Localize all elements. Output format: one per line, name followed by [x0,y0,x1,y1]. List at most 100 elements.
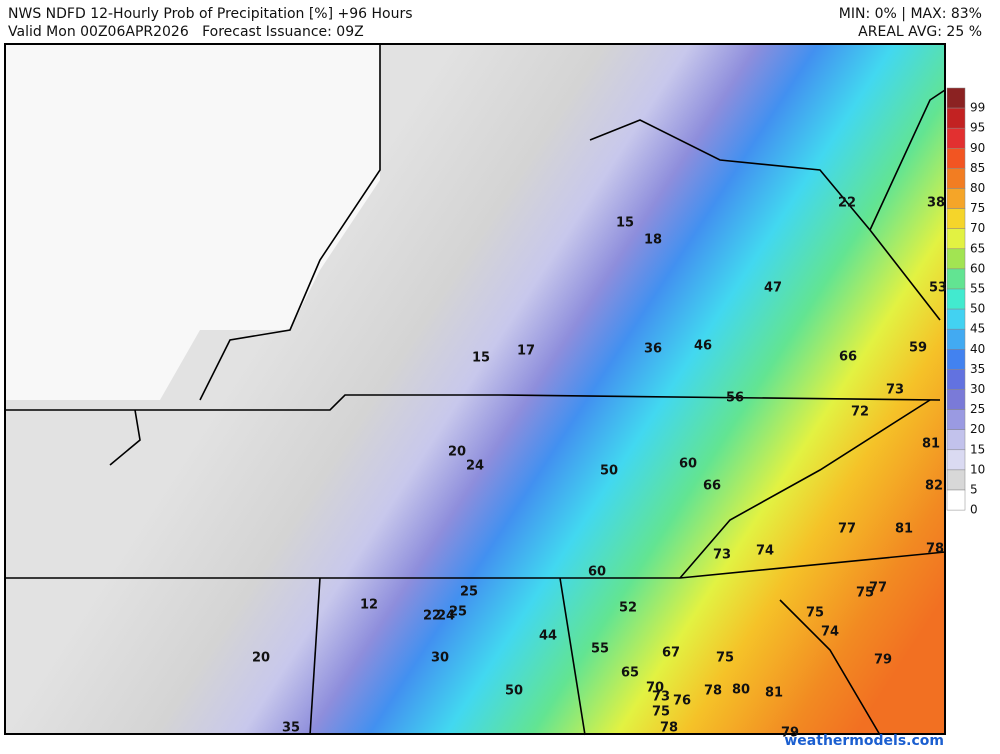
map-title: NWS NDFD 12-Hourly Prob of Precipitation… [8,6,413,22]
map-value-label: 35 [282,721,300,736]
map-value-label: 75 [806,606,824,621]
map-value-label: 76 [673,694,691,709]
map-value-label: 73 [713,548,731,563]
map-value-label: 56 [726,391,744,406]
legend-swatch [946,449,966,471]
map-value-label: 59 [909,341,927,356]
map-value-label: 53 [929,281,947,296]
map-value-label: 44 [539,629,557,644]
map-value-label: 22 [838,196,856,211]
legend-label: 55 [970,282,985,296]
legend-swatch [946,409,966,430]
legend-label: 75 [970,201,985,215]
map-value-label: 22 [423,609,441,624]
map-value-label: 15 [472,351,490,366]
map-value-label: 74 [821,625,839,640]
map-value-label: 24 [437,609,455,624]
watermark: weathermodels.com [784,733,944,749]
legend-label: 70 [970,221,985,235]
legend-swatch [946,148,966,169]
map-value-label: 78 [660,721,678,736]
map-value-label: 72 [851,405,869,420]
map-value-label: 77 [838,522,856,537]
legend-swatch [946,208,966,229]
legend-label: 60 [970,261,985,275]
map-value-label: 74 [756,544,774,559]
map-value-label: 81 [922,437,940,452]
legend-label: 90 [970,141,985,155]
legend-swatch [946,349,966,370]
low-pop-area [5,44,380,400]
legend-swatch [946,288,966,310]
map-value-label: 73 [886,383,904,398]
valid-time: Valid Mon 00Z06APR2026 Forecast Issuance… [8,24,364,40]
map-value-label: 81 [895,522,913,537]
map [4,43,946,736]
areal-average: AREAL AVG: 25 % [858,24,982,40]
legend-swatch [946,228,966,250]
map-value-label: 80 [732,683,750,698]
map-value-label: 79 [874,653,892,668]
legend-swatch [946,268,966,290]
legend-label: 15 [970,442,985,456]
legend-label: 25 [970,402,985,416]
legend-label: 65 [970,241,985,255]
map-value-label: 75 [856,586,874,601]
map-value-label: 24 [466,459,484,474]
map-value-label: 65 [621,666,639,681]
map-value-label: 66 [839,350,857,365]
min-max: MIN: 0% | MAX: 83% [839,6,982,22]
map-value-label: 20 [252,651,270,666]
legend-label: 85 [970,161,985,175]
map-value-label: 66 [703,479,721,494]
map-value-label: 50 [505,684,523,699]
map-value-label: 82 [925,479,943,494]
legend-label: 50 [970,302,985,316]
map-value-label: 38 [927,196,945,211]
legend-swatch [946,328,966,350]
map-value-label: 81 [765,686,783,701]
legend-label: 30 [970,382,985,396]
map-value-label: 55 [591,642,609,657]
map-value-label: 18 [644,233,662,248]
map-value-label: 60 [679,457,697,472]
map-value-label: 78 [704,684,722,699]
map-value-label: 52 [619,601,637,616]
map-value-label: 36 [644,342,662,357]
map-value-label: 60 [588,565,606,580]
map-value-label: 20 [448,445,466,460]
map-value-label: 73 [652,690,670,705]
map-value-label: 17 [517,344,535,359]
legend-label: 10 [970,462,985,476]
legend-swatch [946,87,966,109]
map-value-label: 50 [600,464,618,479]
legend-swatch [946,188,966,209]
legend-label: 20 [970,422,985,436]
map-frame [4,43,946,735]
legend-label: 99 [970,101,985,115]
legend-swatch [946,248,966,270]
legend-label: 80 [970,181,985,195]
map-value-label: 25 [449,605,467,620]
map-value-label: 75 [652,705,670,720]
map-value-label: 46 [694,339,712,354]
legend-label: 5 [970,483,978,497]
state-borders [5,44,946,736]
map-value-label: 77 [869,581,887,596]
legend-label: 45 [970,322,985,336]
legend-swatch [946,107,966,129]
legend-label: 0 [970,503,978,517]
map-value-label: 79 [781,726,799,741]
legend-swatch [946,429,966,451]
legend-label: 95 [970,121,985,135]
legend-swatch [946,308,966,330]
legend-swatch [946,389,966,410]
legend-swatch [946,489,966,511]
legend-swatch [946,127,966,149]
map-value-label: 67 [662,646,680,661]
map-value-label: 30 [431,651,449,666]
map-value-label: 75 [716,651,734,666]
map-value-label: 12 [360,598,378,613]
legend-swatch [946,469,966,491]
